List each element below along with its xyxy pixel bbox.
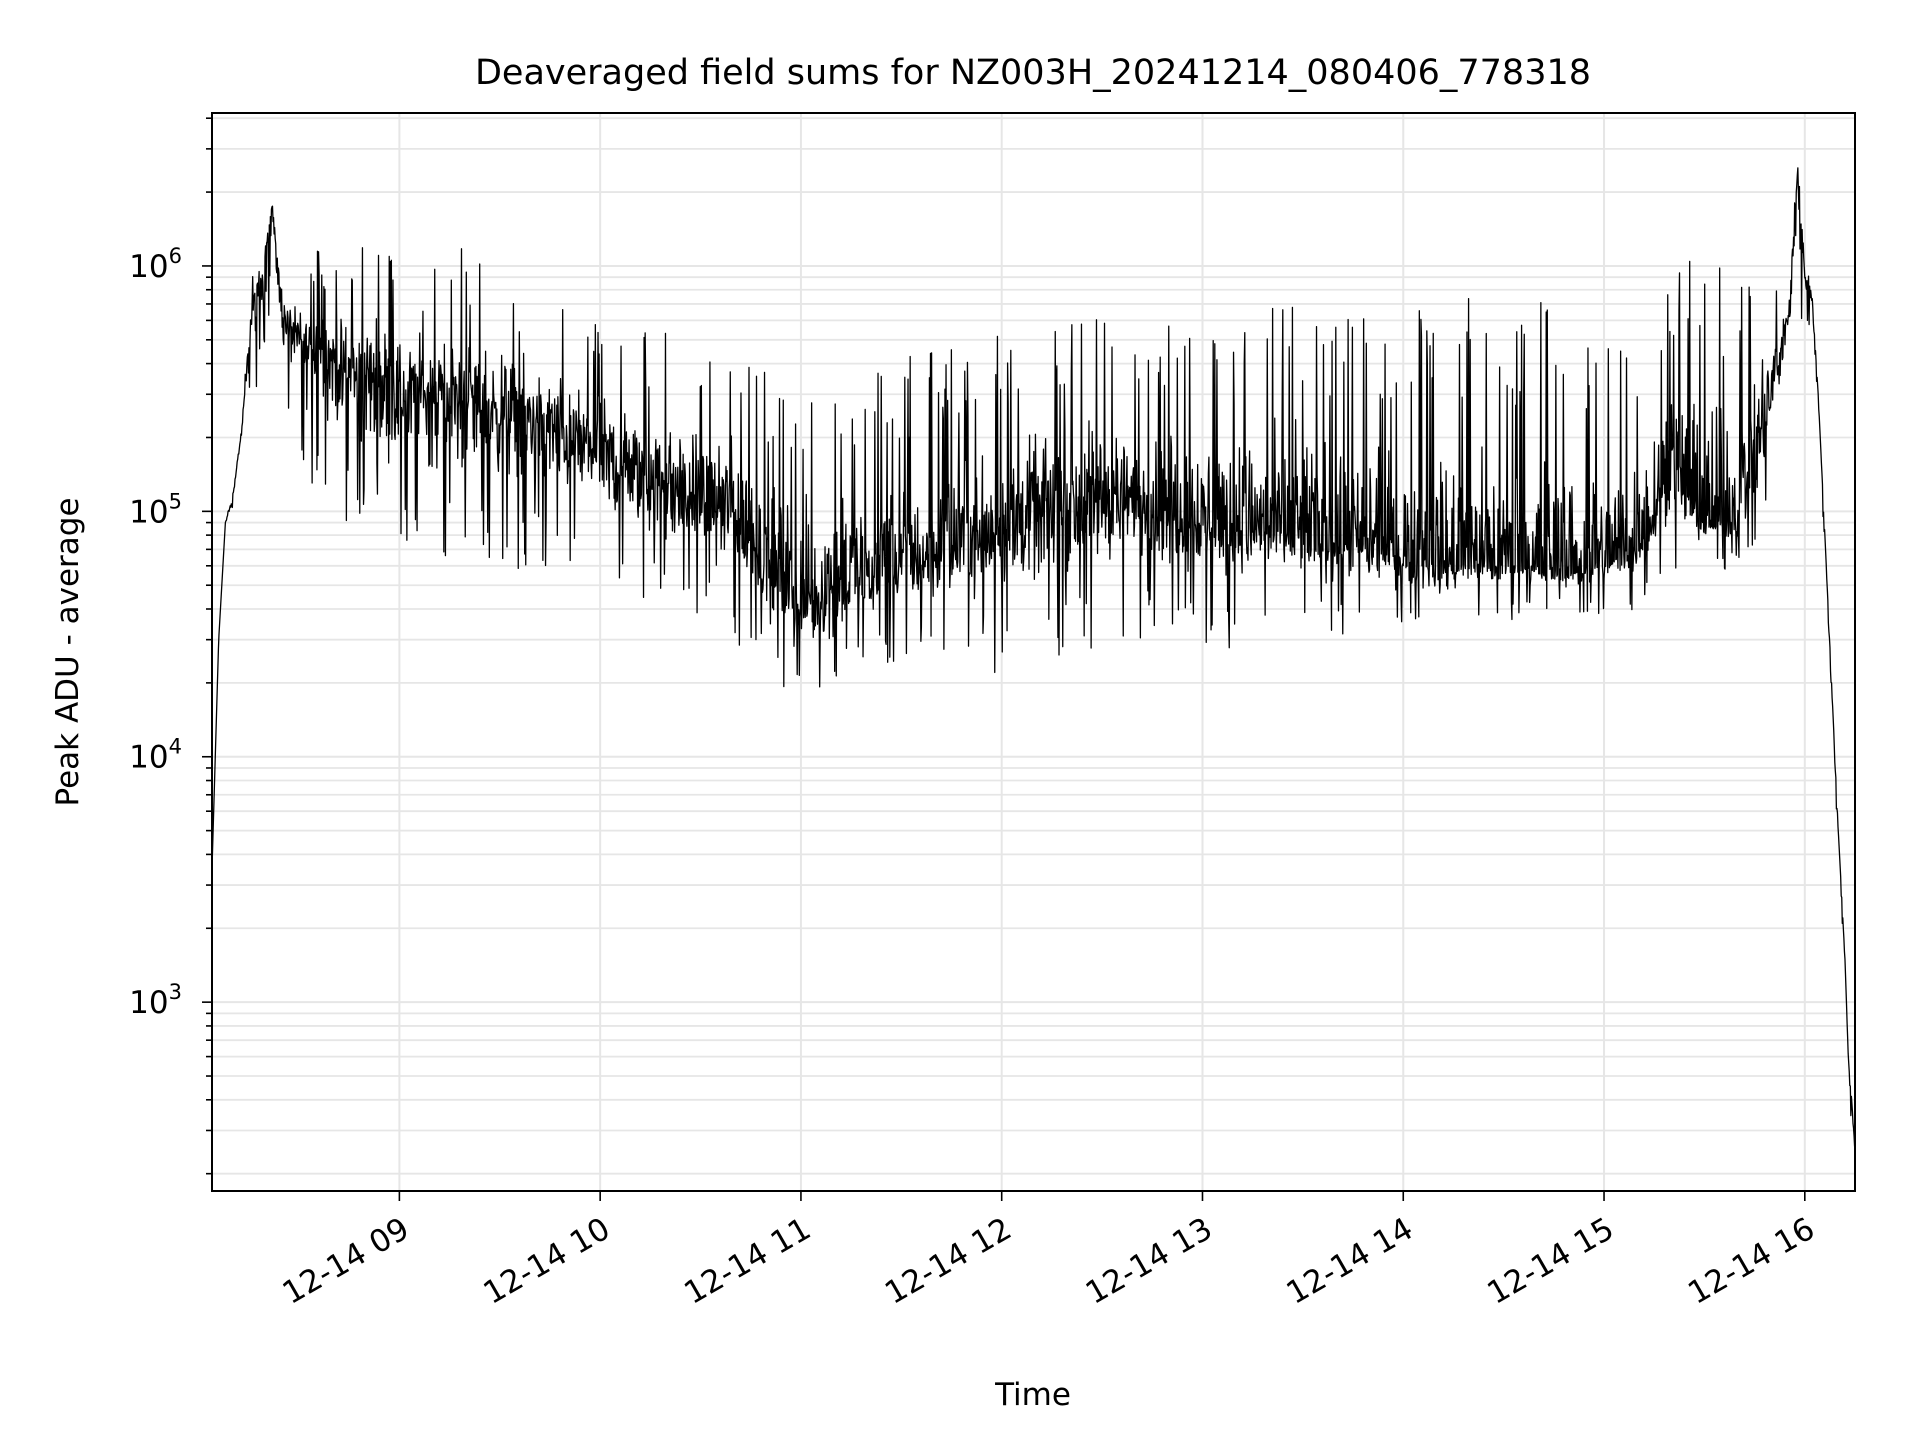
chart-title: Deaveraged field sums for NZ003H_2024121… xyxy=(475,53,1591,93)
y-axis-label: Peak ADU - average xyxy=(50,497,86,806)
x-axis-label: Time xyxy=(994,1377,1071,1413)
